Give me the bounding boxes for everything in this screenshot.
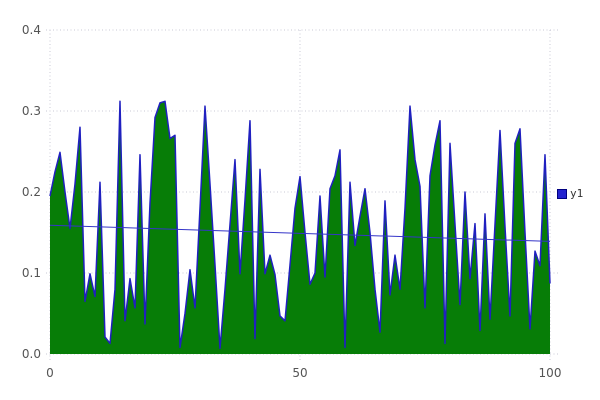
legend-marker-y1	[557, 189, 567, 199]
x-tick-label: 0	[46, 366, 54, 380]
x-tick-label: 100	[539, 366, 562, 380]
y-tick-label: 0.0	[22, 347, 41, 361]
series-y1-outline	[49, 100, 551, 350]
legend-label-y1: y1	[570, 187, 584, 200]
x-tick-label: 50	[292, 366, 307, 380]
y-tick-label: 0.4	[22, 23, 41, 37]
y-tick-label: 0.3	[22, 104, 41, 118]
y-tick-label: 0.1	[22, 266, 41, 280]
y-tick-label: 0.2	[22, 185, 41, 199]
trend-line	[49, 224, 551, 242]
legend: y1	[557, 187, 584, 200]
